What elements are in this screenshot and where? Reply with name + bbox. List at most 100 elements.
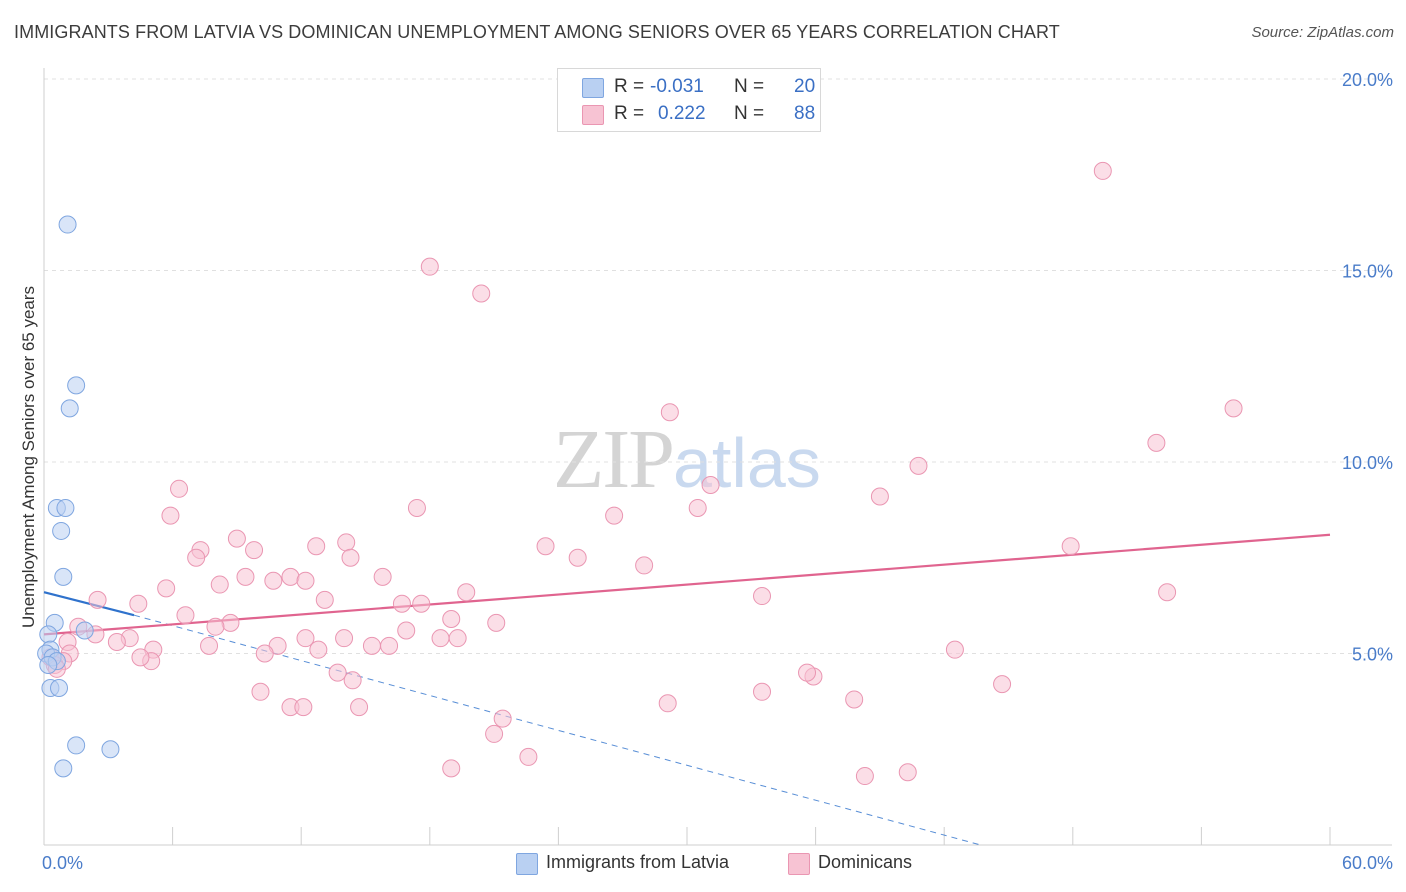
dominican-point (221, 613, 240, 632)
latvia-point (75, 621, 94, 640)
legend-n-label: N = (734, 76, 765, 97)
legend-n-label: N = (734, 103, 765, 124)
legend-r-value: -0.031 (650, 76, 704, 97)
tick-labels: 5.0% 10.0% 15.0% 20.0% 0.0% 60.0% (42, 70, 1393, 873)
legend-r-value: 0.222 (658, 103, 706, 124)
dominican-point (412, 594, 431, 613)
dominican-point (898, 763, 917, 782)
dominican-point (337, 533, 356, 552)
dominican-point (855, 767, 874, 786)
dominican-point (157, 579, 176, 598)
y-axis-label: Unemployment Among Seniors over 65 years (19, 286, 38, 628)
legend: R = -0.031 N = 20 R = 0.222 N = 88 (557, 68, 821, 132)
dominican-point (281, 567, 300, 586)
watermark-atlas: atlas (673, 424, 821, 502)
dominican-point (442, 610, 461, 629)
dominican-point (945, 640, 964, 659)
dominican-point (341, 548, 360, 567)
latvia-point (101, 740, 120, 759)
dominican-point (187, 548, 206, 567)
dominican-point (210, 575, 229, 594)
dominican-point (362, 636, 381, 655)
legend-swatch-latvia (582, 78, 604, 98)
bottom-legend-swatch-dominicans (788, 853, 810, 875)
latvia-point (60, 399, 79, 418)
dominican-point (798, 663, 817, 682)
dominican-point (658, 694, 677, 713)
dominican-point (131, 648, 150, 667)
dominican-point (296, 571, 315, 590)
dominican-point (442, 759, 461, 778)
dominican-point (1224, 399, 1243, 418)
dominican-point (251, 682, 270, 701)
dominican-point (519, 747, 538, 766)
legend-n-value: 88 (794, 103, 816, 124)
legend-r-label: R = (614, 103, 645, 124)
latvia-point (67, 376, 86, 395)
dominican-point (264, 571, 283, 590)
dominican-point (870, 487, 889, 506)
dominican-point (397, 621, 416, 640)
dominican-point (485, 724, 504, 743)
dominican-point (1061, 537, 1080, 556)
y-tick-label: 15.0% (1342, 262, 1393, 282)
y-tick-label: 10.0% (1342, 453, 1393, 473)
dominican-point (373, 567, 392, 586)
dominican-point (161, 506, 180, 525)
trend-lines (43, 533, 1331, 846)
dominican-point (605, 506, 624, 525)
legend-n-value: 20 (794, 76, 816, 97)
legend-swatch-dominicans (582, 105, 604, 125)
latvia-trend-line (43, 591, 135, 617)
dominican-point (448, 629, 467, 648)
dominican-point (294, 698, 313, 717)
bottom-legend-label-dominicans: Dominicans (818, 852, 913, 872)
dominican-point (568, 548, 587, 567)
dominican-point (909, 456, 928, 475)
data-points (37, 161, 1243, 786)
dominican-point (170, 479, 189, 498)
dominican-point (845, 690, 864, 709)
x-tick-label: 0.0% (42, 853, 83, 873)
dominican-point (420, 257, 439, 276)
dominican-point (701, 475, 720, 494)
dominican-point (255, 644, 274, 663)
dominican-point (335, 629, 354, 648)
dominican-point (107, 633, 126, 652)
bottom-legend-swatch-latvia (516, 853, 538, 875)
dominican-point (380, 636, 399, 655)
dominican-point (343, 671, 362, 690)
dominican-point (236, 567, 255, 586)
dominican-point (350, 698, 369, 717)
latvia-point (58, 215, 77, 234)
dominican-point (315, 590, 334, 609)
dominican-point (328, 663, 347, 682)
latvia-point (54, 567, 73, 586)
dominican-point (296, 629, 315, 648)
dominican-point (227, 529, 246, 548)
latvia-point (50, 678, 69, 697)
dominican-point (993, 675, 1012, 694)
dominican-point (1147, 433, 1166, 452)
x-tick-label: 60.0% (1342, 853, 1393, 873)
dominican-point (129, 594, 148, 613)
latvia-point (54, 759, 73, 778)
dominican-point (392, 594, 411, 613)
dominican-point (1093, 161, 1112, 180)
dominican-point (407, 498, 426, 517)
y-tick-label: 20.0% (1342, 70, 1393, 90)
dominican-point (200, 636, 219, 655)
y-tick-label: 5.0% (1352, 645, 1393, 665)
dominican-point (1158, 583, 1177, 602)
legend-r-label: R = (614, 76, 645, 97)
dominican-point (753, 682, 772, 701)
watermark-zip: ZIP (553, 413, 675, 506)
latvia-point (56, 498, 75, 517)
dominican-point (487, 613, 506, 632)
dominican-point (660, 403, 679, 422)
gridlines (44, 78, 1392, 654)
dominican-point (245, 541, 264, 560)
dominican-point (753, 587, 772, 606)
axes (43, 68, 1392, 846)
